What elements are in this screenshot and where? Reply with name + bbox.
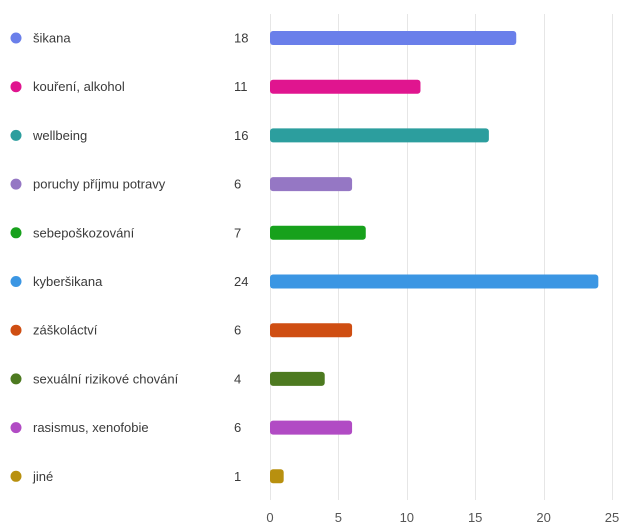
legend-dot xyxy=(10,470,22,482)
bar xyxy=(270,323,353,338)
legend-dot xyxy=(10,32,22,44)
value-label: 7 xyxy=(234,225,241,240)
value-label: 1 xyxy=(234,469,241,484)
value-label: 24 xyxy=(234,274,248,289)
value-label: 4 xyxy=(234,371,241,386)
legend-dot xyxy=(10,81,22,93)
bar xyxy=(270,469,284,484)
bar xyxy=(270,420,353,435)
grid-lines xyxy=(270,14,613,500)
value-label: 6 xyxy=(234,420,241,435)
x-tick-label: 0 xyxy=(266,510,273,524)
value-label: 6 xyxy=(234,323,241,338)
value-label: 6 xyxy=(234,177,241,192)
category-label: jiné xyxy=(32,469,53,484)
bar xyxy=(270,225,366,240)
category-label: poruchy příjmu potravy xyxy=(33,177,166,192)
bar xyxy=(270,31,517,45)
bar xyxy=(270,274,599,289)
category-label: rasismus, xenofobie xyxy=(33,420,149,435)
x-tick-label: 20 xyxy=(536,510,550,524)
legend-dot xyxy=(10,276,22,287)
legend-dot xyxy=(10,373,22,385)
category-label: kyberšikana xyxy=(33,274,103,289)
category-label: kouření, alkohol xyxy=(33,79,125,94)
category-label: sebepoškozování xyxy=(33,225,135,240)
category-label: sexuální rizikové chování xyxy=(33,371,179,386)
legend-dot xyxy=(10,324,22,336)
value-label: 11 xyxy=(234,79,248,94)
category-label: šikana xyxy=(33,31,71,46)
legend-dot xyxy=(10,178,22,190)
category-label: wellbeing xyxy=(32,128,87,143)
category-label: záškoláctví xyxy=(33,323,98,338)
x-tick-label: 15 xyxy=(468,510,482,524)
legend-dot xyxy=(10,422,22,434)
x-tick-label: 5 xyxy=(335,510,342,524)
value-label: 16 xyxy=(234,128,248,143)
x-tick-label: 25 xyxy=(605,510,619,524)
x-tick-label: 10 xyxy=(400,510,414,524)
x-axis-ticks: 0 5 10 15 20 25 xyxy=(266,510,619,524)
bars xyxy=(270,31,599,484)
legend-dot xyxy=(10,227,22,239)
bar xyxy=(270,128,489,143)
bar xyxy=(270,177,353,192)
bar xyxy=(270,371,325,386)
legend-dot xyxy=(10,129,22,141)
value-label: 18 xyxy=(234,31,248,46)
bar xyxy=(270,79,421,94)
